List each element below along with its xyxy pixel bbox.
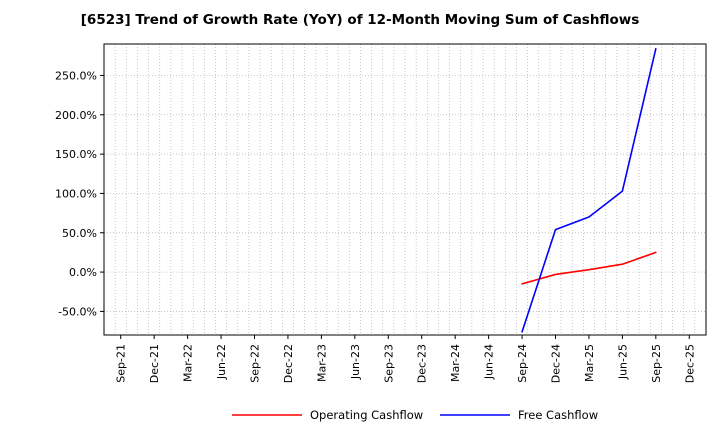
plot-frame	[103, 43, 707, 336]
x-tick-label: Jun-23	[349, 344, 362, 380]
y-tick-label: 100.0%	[55, 187, 97, 200]
y-tick-label: 150.0%	[55, 148, 97, 161]
x-tick-label: Sep-25	[650, 344, 663, 383]
x-tick-label: Mar-24	[449, 344, 462, 382]
x-tick-label: Dec-23	[416, 344, 429, 383]
legend-label: Free Cashflow	[518, 408, 598, 422]
x-tick-label: Mar-22	[182, 344, 195, 382]
x-tick-label: Sep-21	[115, 344, 128, 383]
x-tick-label: Dec-22	[282, 344, 295, 383]
legend-label: Operating Cashflow	[310, 408, 423, 422]
x-tick-label: Jun-22	[215, 344, 228, 380]
gridlines	[103, 44, 706, 335]
series-group	[521, 47, 657, 333]
y-tick-label: -50.0%	[58, 305, 97, 318]
y-axis: -50.0% 0.0% 50.0% 100.0% 150.0% 200.0% 250.0%	[55, 69, 104, 318]
x-tick-label: Sep-24	[516, 344, 529, 383]
x-tick-label: Dec-21	[148, 344, 161, 383]
x-tick-label: Sep-23	[382, 344, 395, 383]
x-tick-label: Dec-24	[550, 344, 563, 383]
chart-title: [6523] Trend of Growth Rate (YoY) of 12-…	[80, 12, 640, 28]
y-tick-label: 200.0%	[55, 109, 97, 122]
x-axis: Sep-21 Dec-21 Mar-22 Jun-22 Sep-22 Dec-22 Mar-…	[115, 335, 696, 383]
series-line	[521, 47, 657, 333]
x-tick-label: Dec-25	[683, 344, 696, 383]
y-tick-label: 0.0%	[69, 266, 97, 279]
x-tick-label: Mar-25	[583, 344, 596, 382]
y-tick-label: 250.0%	[55, 69, 97, 82]
x-tick-label: Jun-24	[483, 344, 496, 380]
series-line	[521, 251, 657, 285]
legend: Operating Cashflow Free Cashflow	[232, 408, 598, 422]
x-tick-label: Jun-25	[616, 344, 629, 380]
x-tick-label: Sep-22	[249, 344, 262, 383]
y-tick-label: 50.0%	[62, 227, 97, 240]
x-tick-label: Mar-23	[315, 344, 328, 382]
